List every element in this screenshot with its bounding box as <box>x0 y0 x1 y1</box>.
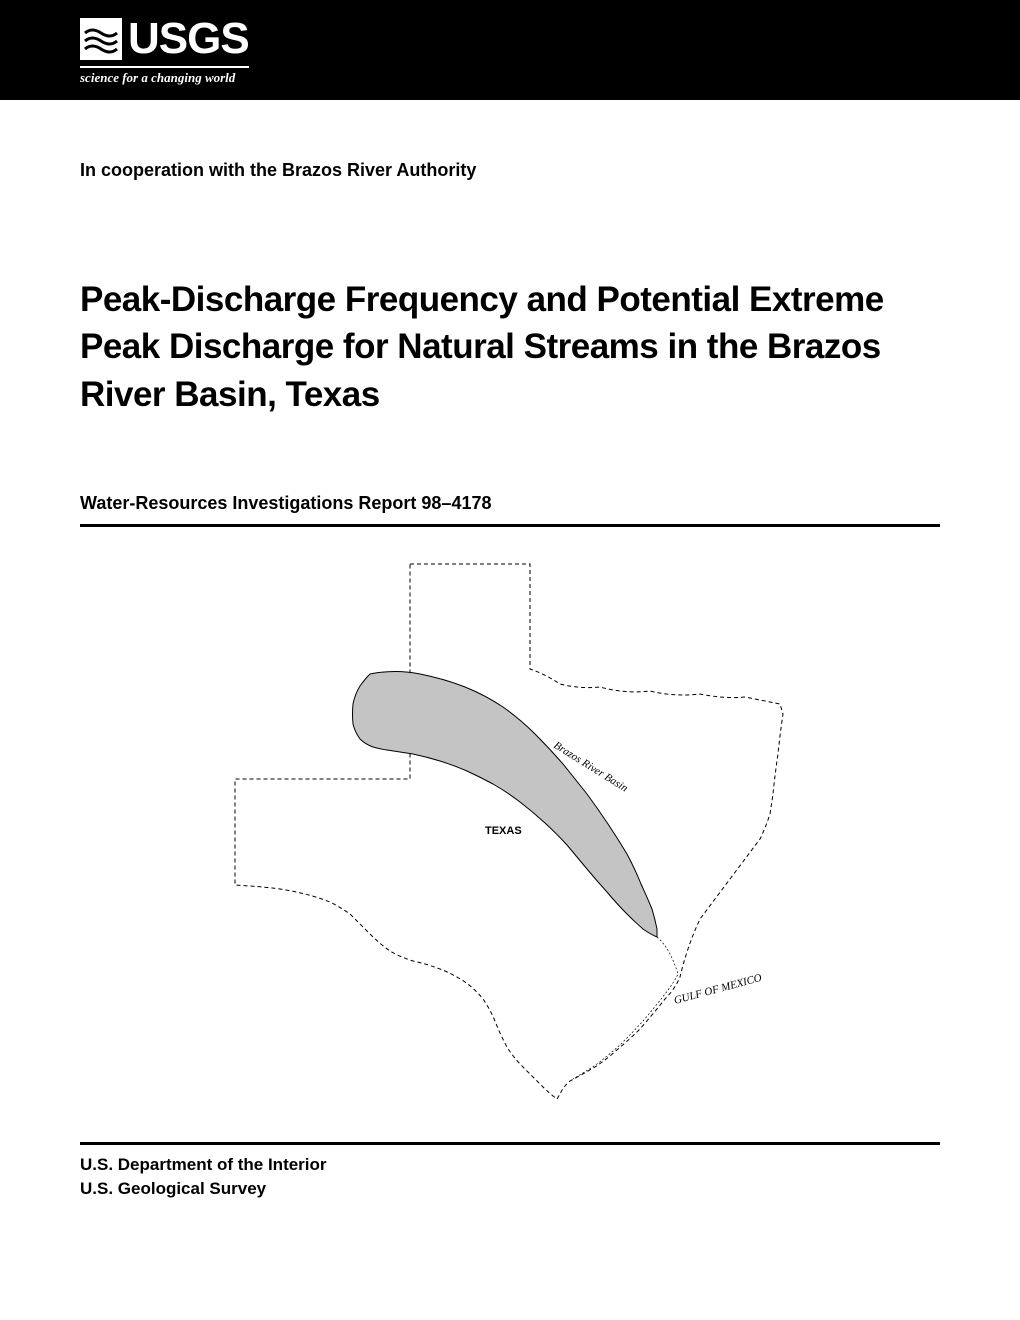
gulf-label: GULF OF MEXICO <box>673 972 764 1007</box>
divider-bottom <box>80 1142 940 1145</box>
usgs-logo: USGS science for a changing world <box>80 14 249 86</box>
content-area: In cooperation with the Brazos River Aut… <box>0 100 1020 1142</box>
logo-top-row: USGS <box>80 14 249 64</box>
coastline-detail <box>573 937 678 1079</box>
footer-department: U.S. Department of the Interior U.S. Geo… <box>0 1153 1020 1201</box>
texas-map: TEXAS Brazos River Basin GULF OF MEXICO <box>80 527 940 1142</box>
header-band: USGS science for a changing world <box>0 0 1020 100</box>
brazos-basin <box>353 672 658 938</box>
texas-label: TEXAS <box>485 825 522 837</box>
dept-usgs: U.S. Geological Survey <box>80 1177 940 1201</box>
map-svg: TEXAS Brazos River Basin GULF OF MEXICO <box>185 539 835 1129</box>
cooperation-line: In cooperation with the Brazos River Aut… <box>80 160 940 181</box>
report-number: Water-Resources Investigations Report 98… <box>80 493 940 514</box>
wave-icon <box>80 18 122 60</box>
usgs-tagline: science for a changing world <box>80 66 249 86</box>
main-title: Peak-Discharge Frequency and Potential E… <box>80 276 940 418</box>
dept-interior: U.S. Department of the Interior <box>80 1153 940 1177</box>
usgs-text: USGS <box>128 14 249 64</box>
